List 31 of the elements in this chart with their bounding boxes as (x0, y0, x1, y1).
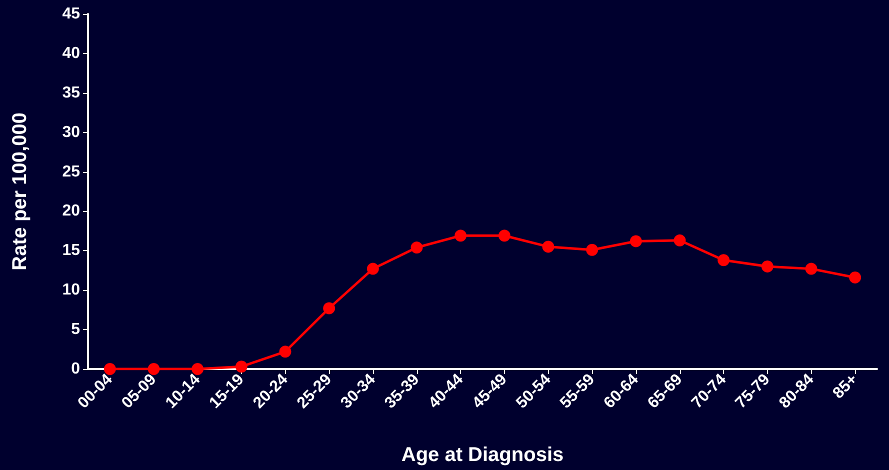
point (104, 363, 116, 375)
point (323, 302, 336, 314)
point (148, 363, 160, 375)
point (630, 235, 642, 248)
y-tick-label: 5 (71, 321, 80, 338)
point (410, 242, 423, 254)
y-tick-label: 30 (62, 124, 80, 141)
y-tick-label: 15 (62, 242, 80, 260)
x-tick-label: 85+ (830, 370, 862, 402)
y-axis-title: Rate per 100,000 (9, 112, 31, 270)
x-axis-title: Age at Diagnosis (401, 444, 564, 466)
y-tick-label: 40 (62, 44, 80, 62)
y-tick-label: 25 (62, 163, 80, 180)
y-tick-label: 45 (62, 6, 80, 22)
y-tick-label: 0 (71, 360, 80, 378)
point (366, 262, 379, 275)
point (235, 360, 248, 373)
point (586, 244, 598, 256)
point (498, 230, 510, 242)
point (279, 346, 292, 358)
point (192, 363, 204, 375)
point (674, 234, 686, 246)
point (542, 240, 554, 253)
point (849, 271, 862, 284)
y-tick-label: 10 (62, 282, 80, 299)
point (761, 260, 774, 272)
y-tick-label: 20 (62, 202, 80, 220)
y-tick-label: 35 (62, 84, 80, 102)
point (454, 230, 467, 242)
point (805, 262, 818, 275)
point (718, 254, 730, 266)
